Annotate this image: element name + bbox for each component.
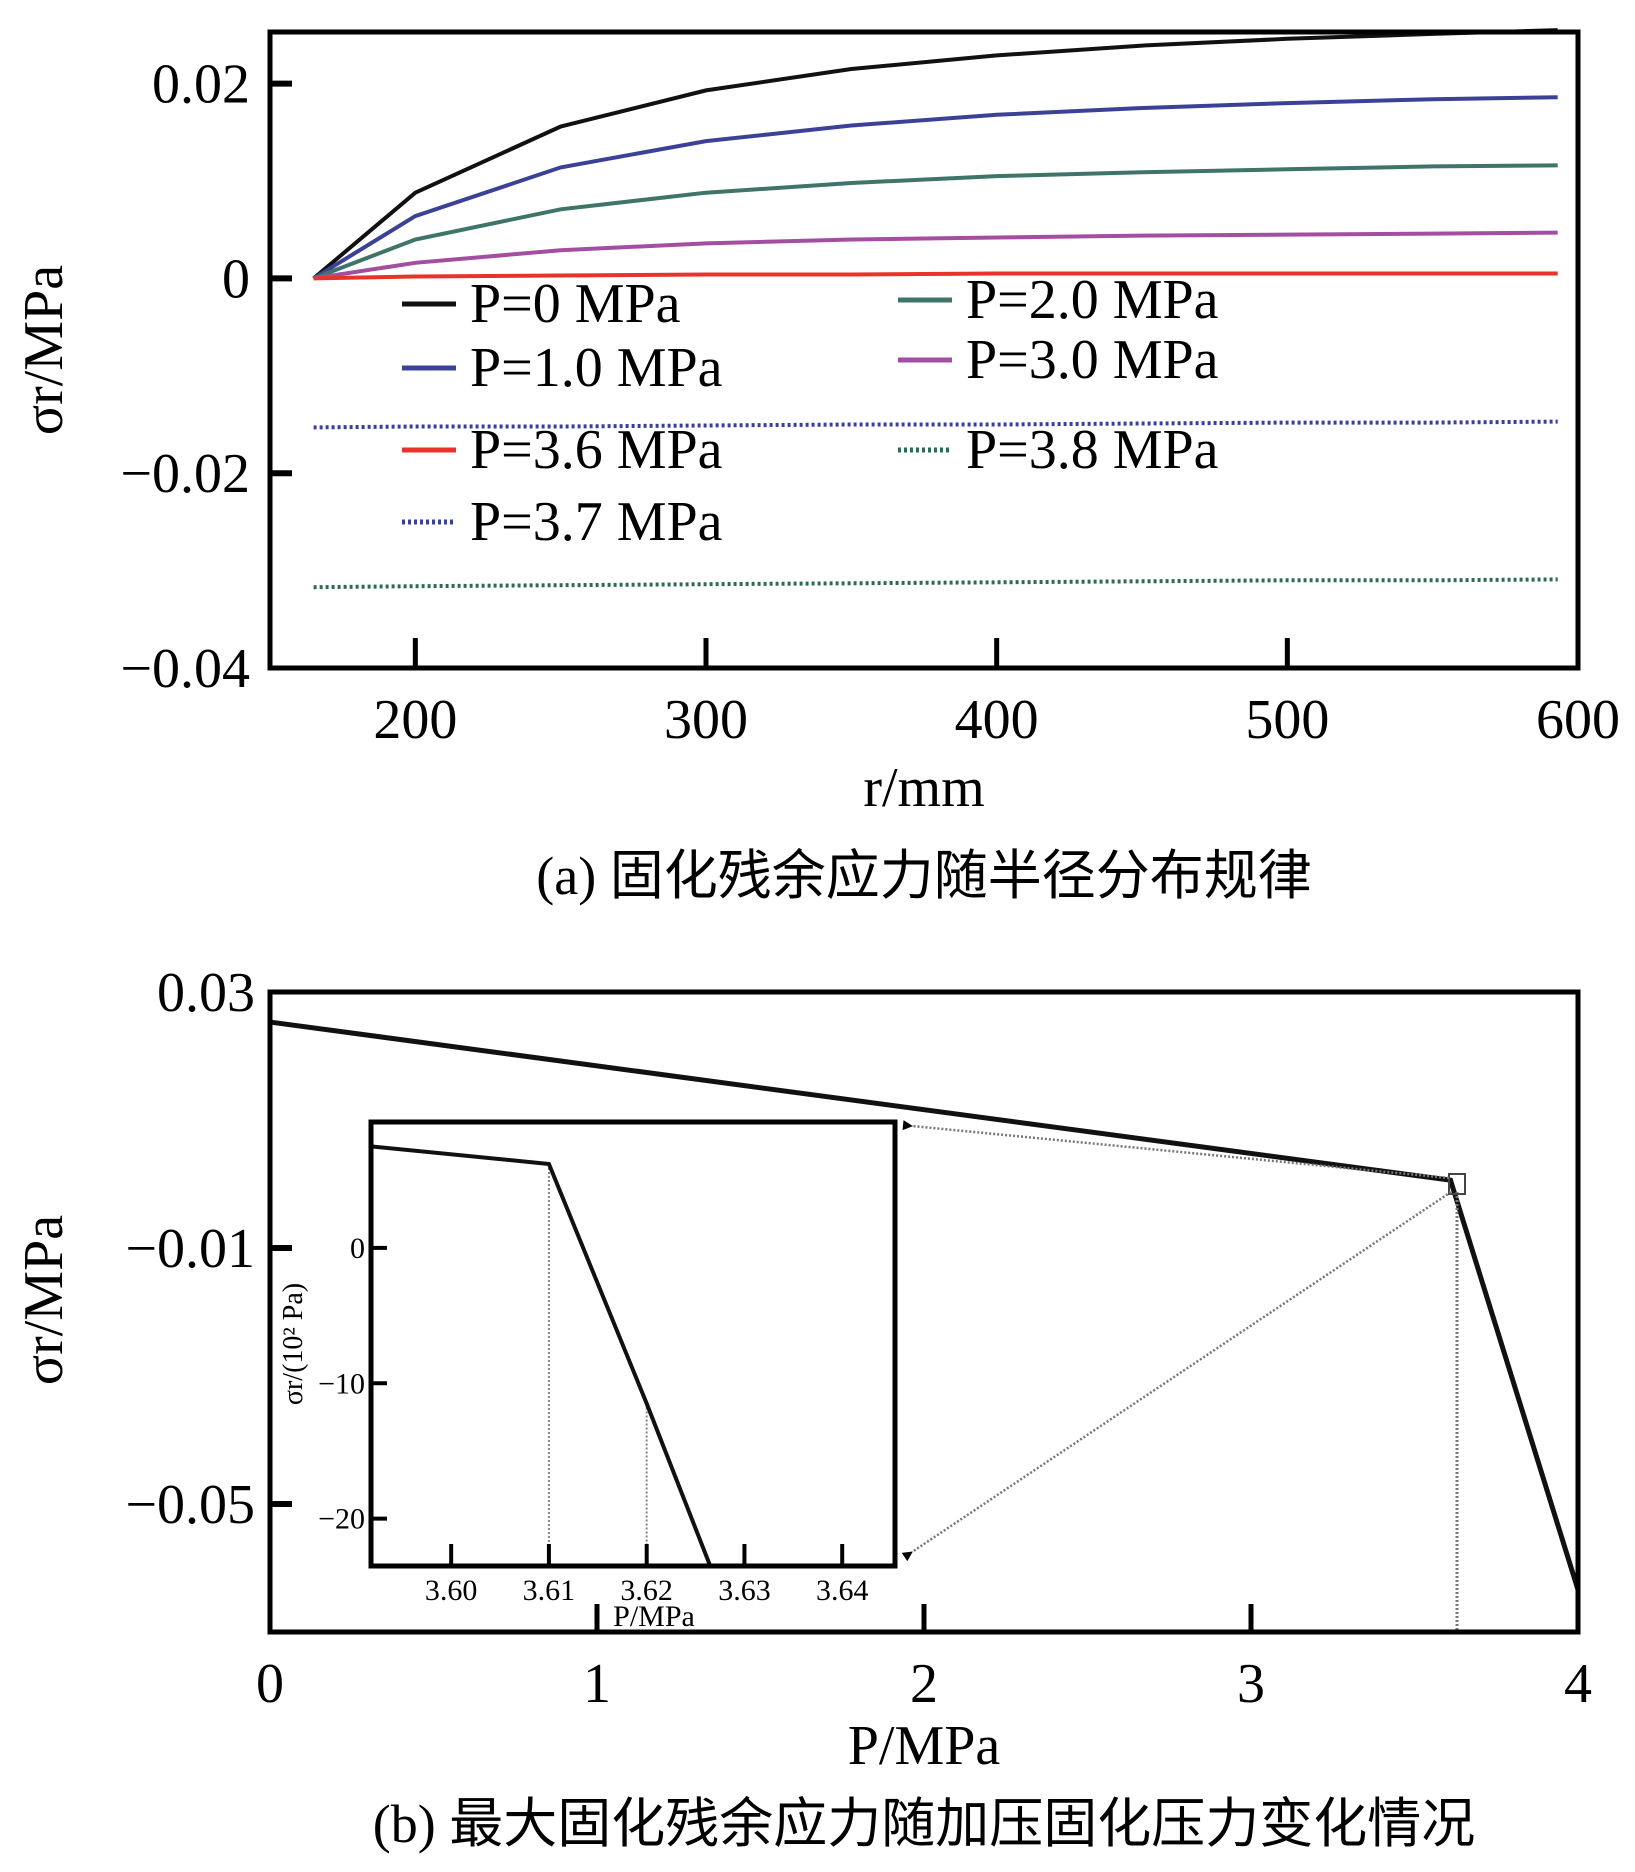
series-line-3-6-mpa [313,271,1558,281]
inset-y-axis-label: σr/(10² Pa) [278,1283,309,1405]
panel-a-chart: 0.02 0 −0.02 −0.04 200 300 400 500 600 r/mm σr/MPa… [13,28,1620,819]
y-tick-label: −0.05 [125,1474,255,1536]
series-line-3-8-mpa [313,577,1558,590]
inset-background [371,1122,895,1566]
x-tick-label: 2 [910,1653,938,1715]
series-line-2-0-mpa [312,163,1558,281]
y-tick-label: 0 [222,248,250,310]
y-axis-label: σr/MPa [13,1215,75,1385]
inset-y-tick-label: −20 [318,1503,365,1536]
series-line-max-stress [269,1019,1581,1591]
inset-x-axis-label: P/MPa [613,1600,695,1633]
legend-label: P=3.7 MPa [470,491,723,553]
x-tick-label: 600 [1536,689,1620,751]
x-tick-label: 1 [583,1653,611,1715]
inset-y-tick-label: −10 [318,1367,365,1400]
panel-b-caption: (b) 最大固化残余应力随加压固化压力变化情况 [373,1794,1475,1854]
legend-label: P=1.0 MPa [470,337,723,399]
y-tick-label: −0.01 [125,1218,255,1280]
inset-series-line [370,1144,713,1567]
panel-b-chart: 0.03 −0.01 −0.05 0 1 2 3 4 P/MPa σr/MPa 0 −10 −20 3.6… [13,962,1592,1777]
y-axis-label: σr/MPa [13,265,75,435]
legend-label: P=3.8 MPa [966,419,1219,481]
series-line-3-0-mpa [313,230,1558,281]
inset-x-tick-label: 3.64 [816,1574,869,1607]
legend-label: P=3.6 MPa [470,419,723,481]
zoom-connector-arrow-bottom [901,1190,1452,1562]
x-tick-label: 200 [373,689,457,751]
x-tick-label: 400 [955,689,1039,751]
inset-x-tick-label: 3.62 [620,1574,673,1607]
inset-x-tick-label: 3.63 [718,1574,771,1607]
x-tick-label: 300 [664,689,748,751]
legend-label: P=2.0 MPa [966,269,1219,331]
series-line-3-7-mpa [313,419,1558,430]
inset-x-tick-label: 3.61 [523,1574,576,1607]
x-axis-label: P/MPa [848,1715,1001,1777]
x-tick-label: 500 [1245,689,1329,751]
y-tick-label: −0.04 [120,638,250,700]
plot-frame [267,29,1581,671]
panel-a-caption: (a) 固化残余应力随半径分布规律 [536,846,1311,906]
y-tick-label: −0.02 [120,443,250,505]
inset-frame [368,1119,898,1569]
x-tick-label: 0 [256,1653,284,1715]
legend-label: P=3.0 MPa [966,329,1219,391]
zoom-connector-arrow-top [902,1120,1450,1180]
series-line-0-mpa [312,28,1558,280]
x-tick-label: 3 [1237,1653,1265,1715]
inset-y-tick-label: 0 [350,1232,365,1265]
x-axis-label: r/mm [863,757,984,819]
series-line-1-0-mpa [312,95,1558,281]
x-tick-label: 4 [1564,1653,1592,1715]
y-tick-label: 0.03 [157,962,255,1024]
legend-label: P=0 MPa [470,273,681,335]
y-tick-label: 0.02 [152,54,250,116]
zoom-region-marker [1448,1173,1467,1195]
inset-x-tick-label: 3.60 [425,1574,478,1607]
